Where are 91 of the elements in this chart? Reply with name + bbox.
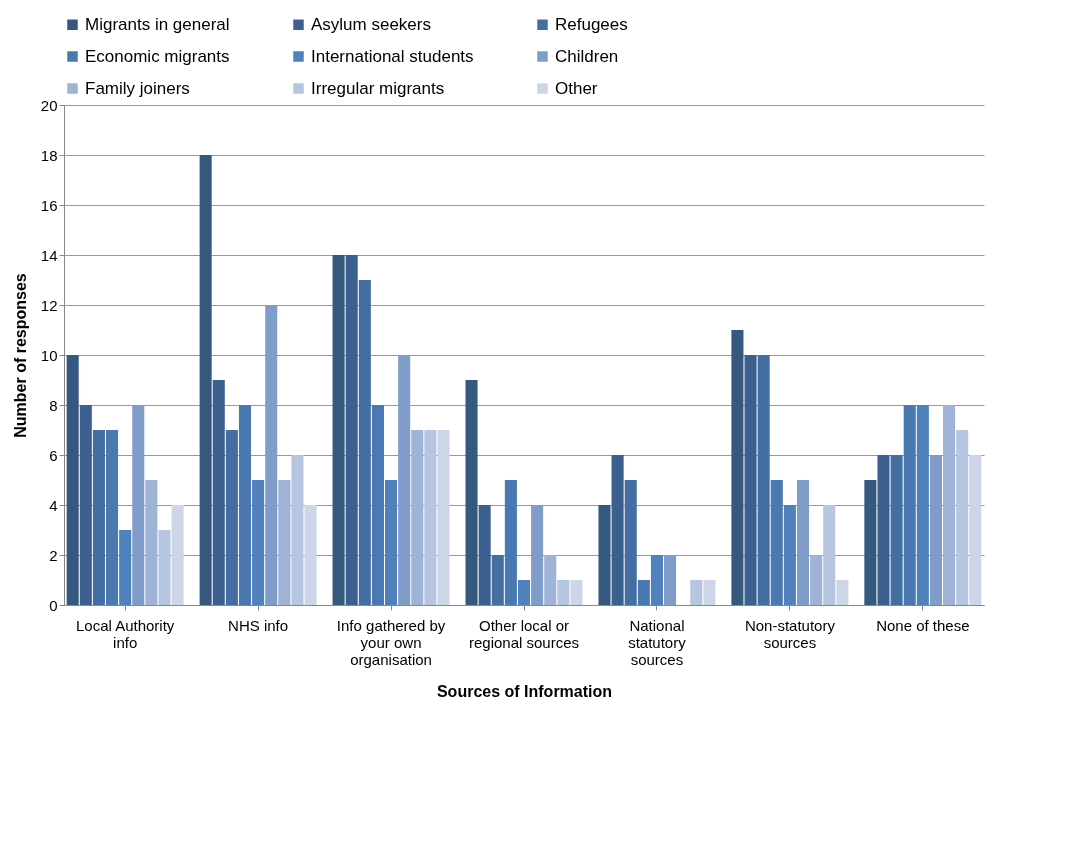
bar: [278, 480, 291, 605]
bar: [531, 505, 544, 605]
bar: [903, 405, 916, 605]
bar: [478, 505, 491, 605]
y-tick-label: 10: [40, 346, 58, 364]
bar: [929, 455, 942, 605]
bar: [544, 555, 557, 605]
bar: [158, 530, 171, 605]
legend-label: Asylum seekers: [311, 14, 431, 34]
bar: [703, 580, 716, 605]
bar: [504, 480, 517, 605]
bar: [943, 405, 956, 605]
bar: [145, 480, 158, 605]
legend-label: Other: [555, 78, 598, 98]
bar: [238, 405, 252, 605]
bar: [956, 430, 969, 605]
bar: [437, 430, 450, 605]
bar: [345, 255, 358, 605]
bar: [890, 455, 903, 605]
bar: [79, 405, 92, 605]
bar: [731, 330, 744, 605]
y-tick-label: 14: [40, 246, 58, 264]
x-tick-label: None of these: [876, 616, 970, 634]
bar: [598, 505, 611, 605]
bar: [358, 280, 371, 605]
y-tick-label: 12: [40, 296, 58, 314]
y-tick-label: 18: [40, 146, 58, 164]
bar: [371, 405, 384, 605]
bar: [650, 555, 663, 605]
y-tick-label: 2: [49, 546, 58, 564]
bar: [212, 380, 225, 605]
legend-label: International students: [311, 46, 474, 66]
legend-label: Migrants in general: [85, 14, 230, 34]
bar: [291, 455, 304, 605]
bar: [465, 380, 478, 605]
bar: [491, 555, 504, 605]
bar: [557, 580, 570, 605]
bar: [664, 555, 677, 605]
bar: [864, 480, 877, 605]
x-tick-label: Other local or regional sources: [468, 616, 580, 651]
bar: [119, 530, 132, 605]
legend-label: Children: [555, 46, 619, 66]
y-tick-label: 8: [49, 396, 58, 414]
bar: [132, 405, 145, 605]
legend-label: Family joiners: [85, 78, 190, 98]
x-tick-label: Local Authority info: [75, 616, 175, 651]
bar: [517, 580, 531, 605]
bar: [106, 430, 119, 605]
legend-label: Refugees: [555, 14, 628, 34]
bar: [304, 505, 317, 605]
bar: [690, 580, 703, 605]
bar: [385, 480, 398, 605]
bar: [171, 505, 184, 605]
bar: [252, 480, 265, 605]
bar: [92, 430, 105, 605]
bar: [770, 480, 783, 605]
legend-label: Irregular migrants: [311, 78, 445, 98]
bar: [66, 355, 79, 605]
bar: [332, 255, 345, 605]
bar: [225, 430, 238, 605]
bar: [398, 355, 411, 605]
x-tick-label: Info gathered by your own organisation: [336, 616, 446, 668]
bar: [411, 430, 424, 605]
bar: [744, 355, 757, 605]
y-tick-label: 20: [40, 96, 58, 114]
bar: [823, 505, 836, 605]
bar: [969, 455, 982, 605]
bar: [424, 430, 437, 605]
bar: [624, 480, 637, 605]
y-tick-label: 4: [49, 496, 58, 514]
bar: [796, 480, 810, 605]
bar: [877, 455, 890, 605]
bar: [783, 505, 796, 605]
bar: [611, 455, 624, 605]
x-tick-label: Non-statutory sources: [744, 616, 836, 651]
y-tick-label: 16: [40, 196, 58, 214]
legend-label: Economic migrants: [85, 46, 230, 66]
bar: [637, 580, 650, 605]
bar: [916, 405, 929, 605]
y-tick-label: 6: [49, 446, 58, 464]
y-axis-title: Number of responses: [11, 273, 29, 438]
bar: [757, 355, 770, 605]
x-tick-label: National statutory sources: [628, 616, 687, 668]
bar: [199, 155, 212, 605]
bar: [836, 580, 849, 605]
x-axis-title: Sources of Information: [436, 682, 613, 700]
y-tick-label: 0: [49, 596, 58, 614]
bar: [810, 555, 823, 605]
bar: [570, 580, 583, 605]
bar: [265, 305, 278, 605]
x-tick-label: NHS info: [228, 616, 289, 634]
